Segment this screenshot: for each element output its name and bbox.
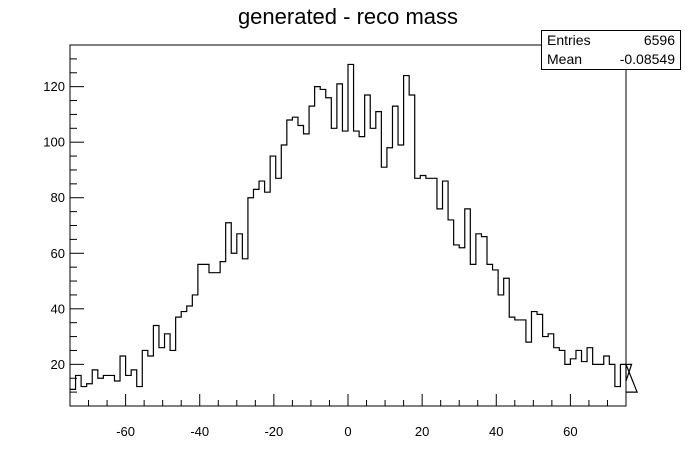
x-tick-label: 0 bbox=[344, 424, 351, 439]
x-tick-label: 40 bbox=[489, 424, 503, 439]
entries-label: Entries bbox=[547, 32, 591, 48]
entries-value: 6596 bbox=[643, 32, 675, 48]
x-tick-label: -40 bbox=[190, 424, 209, 439]
y-axis: 20 40 60 80 100 120 bbox=[43, 44, 84, 407]
mean-label: Mean bbox=[547, 51, 583, 67]
y-tick-label: 60 bbox=[51, 246, 65, 261]
x-tick-label: -20 bbox=[264, 424, 283, 439]
y-tick-label: 40 bbox=[51, 301, 65, 316]
y-tick-label: 120 bbox=[43, 79, 65, 94]
y-tick-label: 80 bbox=[51, 190, 65, 205]
histogram-series bbox=[70, 63, 639, 393]
y-tick-label: 100 bbox=[43, 135, 65, 150]
stats-box: Entries 6596 Mean -0.08549 bbox=[541, 30, 681, 70]
y-tick-label: 20 bbox=[51, 357, 65, 372]
mean-value: -0.08549 bbox=[619, 51, 675, 67]
stats-row-entries: Entries 6596 bbox=[542, 31, 680, 50]
stats-row-mean: Mean -0.08549 bbox=[542, 50, 680, 69]
x-axis: -60 -40 -20 0 20 40 60 bbox=[69, 394, 627, 439]
x-tick-label: 60 bbox=[563, 424, 577, 439]
chart-title: generated - reco mass bbox=[238, 4, 458, 29]
x-tick-label: -60 bbox=[116, 424, 135, 439]
x-tick-label: 20 bbox=[415, 424, 429, 439]
